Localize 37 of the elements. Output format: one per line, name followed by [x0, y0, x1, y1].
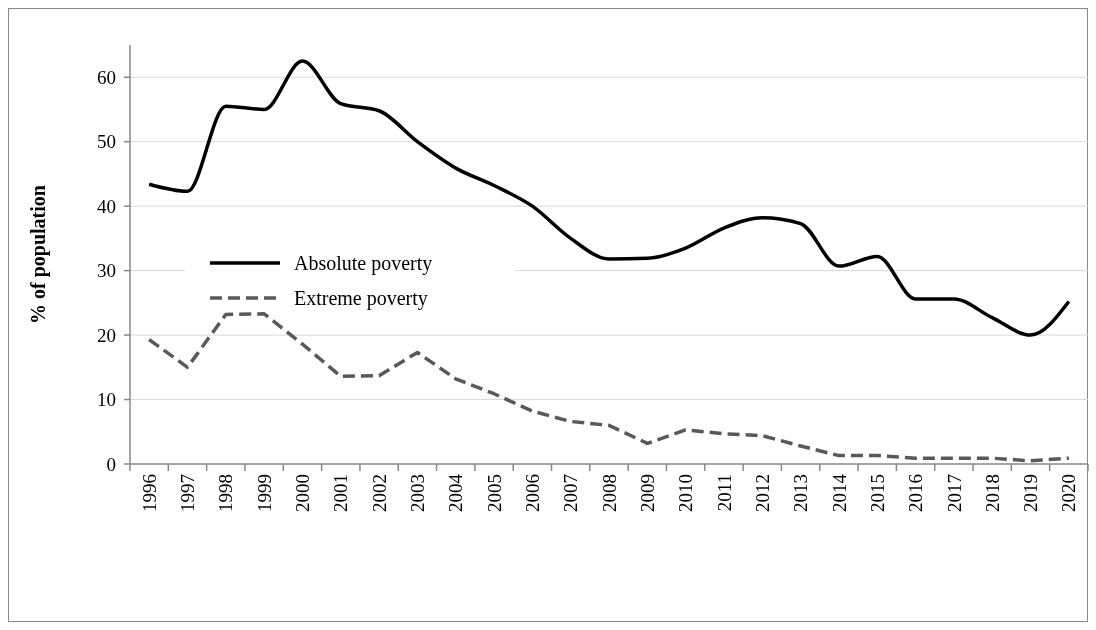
x-tick-label: 2012 [751, 474, 773, 512]
y-tick-label: 50 [97, 131, 116, 153]
x-tick-label: 2008 [598, 474, 620, 512]
x-tick-label: 2002 [368, 474, 390, 512]
y-tick-label: 10 [97, 389, 116, 411]
x-tick-label: 2013 [790, 474, 812, 512]
y-axis-title: % of population [27, 185, 50, 324]
x-tick-label: 2020 [1058, 474, 1080, 512]
legend-label: Extreme poverty [294, 287, 428, 310]
x-tick-label: 1998 [215, 474, 237, 512]
x-tick-label: 2017 [943, 474, 965, 512]
x-tick-label: 2009 [636, 474, 658, 512]
x-tick-label: 1999 [253, 474, 275, 512]
x-tick-label: 2019 [1020, 474, 1042, 512]
x-tick-label: 2015 [866, 474, 888, 512]
y-tick-label: 40 [97, 195, 116, 217]
x-tick-label: 2016 [905, 474, 927, 512]
x-tick-label: 2005 [483, 474, 505, 512]
x-tick-label: 2003 [407, 474, 429, 512]
x-tick-label: 2001 [330, 474, 352, 512]
x-tick-label: 1997 [177, 474, 199, 512]
y-tick-label: 30 [97, 260, 116, 282]
y-tick-label: 20 [97, 324, 116, 346]
x-tick-label: 1996 [138, 474, 160, 512]
x-tick-label: 2007 [560, 474, 582, 512]
legend-label: Absolute poverty [294, 252, 433, 275]
y-tick-label: 0 [106, 453, 116, 475]
x-tick-label: 2004 [445, 473, 467, 512]
x-tick-label: 2014 [828, 473, 850, 512]
line-series [147, 312, 1071, 463]
line-series [147, 59, 1071, 337]
x-tick-label: 2010 [675, 474, 697, 512]
x-tick-label: 2000 [292, 474, 314, 512]
y-tick-label: 60 [97, 66, 116, 88]
x-tick-label: 2018 [981, 474, 1003, 512]
x-tick-label: 2011 [713, 474, 735, 512]
x-tick-label: 2006 [522, 474, 544, 512]
